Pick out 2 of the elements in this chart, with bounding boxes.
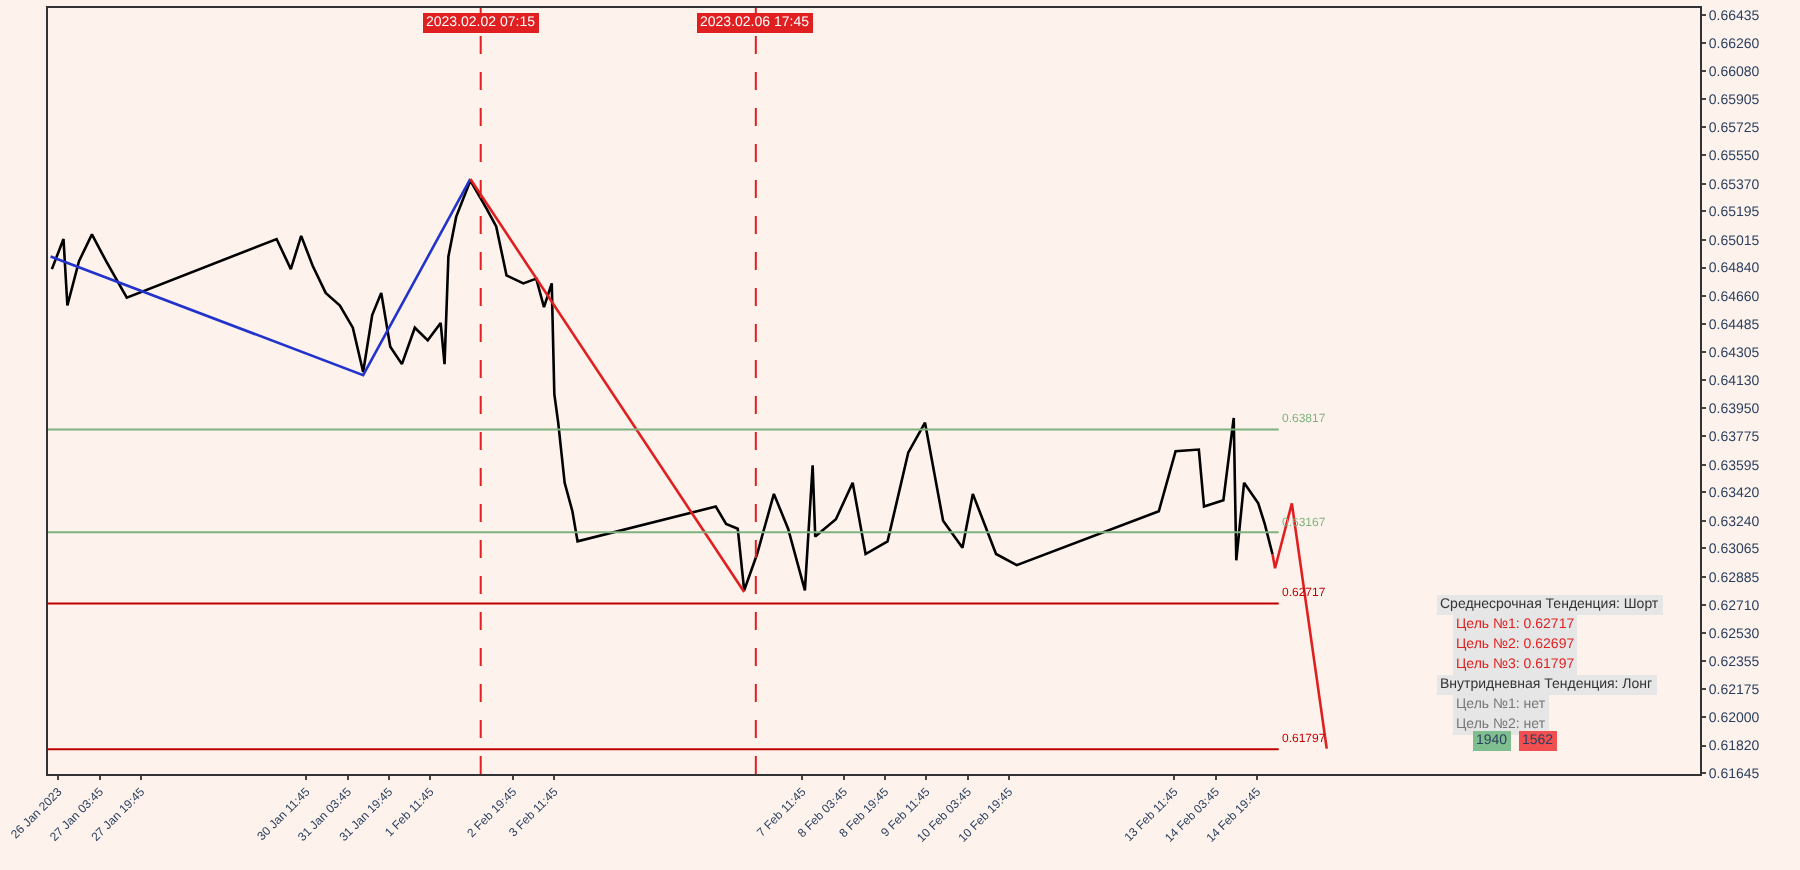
line-series bbox=[50, 179, 1274, 592]
line-series bbox=[1271, 502, 1329, 750]
